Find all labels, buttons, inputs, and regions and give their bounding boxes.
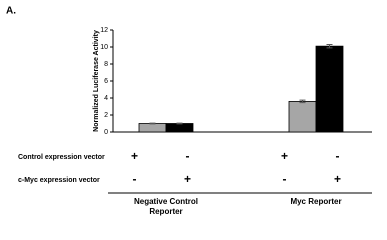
condition-sign: +: [131, 149, 138, 163]
condition-label: Control expression vector: [18, 154, 105, 161]
condition-sign: +: [184, 172, 191, 186]
condition-sign: -: [283, 172, 287, 186]
y-tick-label: 8: [104, 61, 108, 68]
y-tick-label: 12: [100, 27, 108, 34]
bar: [138, 123, 167, 133]
error-bar: [176, 122, 183, 125]
y-tick-label: 6: [104, 78, 108, 85]
chart: A. Normalized Luciferase Activity 0 2 4 6 8 1…: [6, 6, 372, 194]
y-tick-label: 10: [100, 44, 108, 51]
error-bar: [299, 99, 306, 104]
bar: [165, 123, 194, 133]
panel-label: A.: [6, 6, 16, 17]
bar: [315, 45, 344, 133]
condition-sign: +: [281, 149, 288, 163]
condition-label: c-Myc expression vector: [18, 177, 100, 184]
condition-sign: -: [133, 172, 137, 186]
condition-sign: -: [336, 149, 340, 163]
error-bar: [326, 43, 333, 49]
y-axis-label: Normalized Luciferase Activity: [93, 30, 100, 132]
y-tick-label: 2: [104, 112, 108, 119]
y-tick-label: 4: [104, 95, 108, 102]
error-bar: [149, 122, 156, 125]
category-label: Myc Reporter: [290, 197, 342, 206]
y-tick-label: 0: [104, 129, 108, 136]
category-label: Negative Control Reporter: [133, 197, 198, 216]
bar: [288, 101, 317, 133]
figure: A. Normalized Luciferase Activity 0 2 4 6 8 1…: [6, 6, 372, 216]
condition-sign: -: [186, 149, 190, 163]
condition-sign: +: [334, 172, 341, 186]
